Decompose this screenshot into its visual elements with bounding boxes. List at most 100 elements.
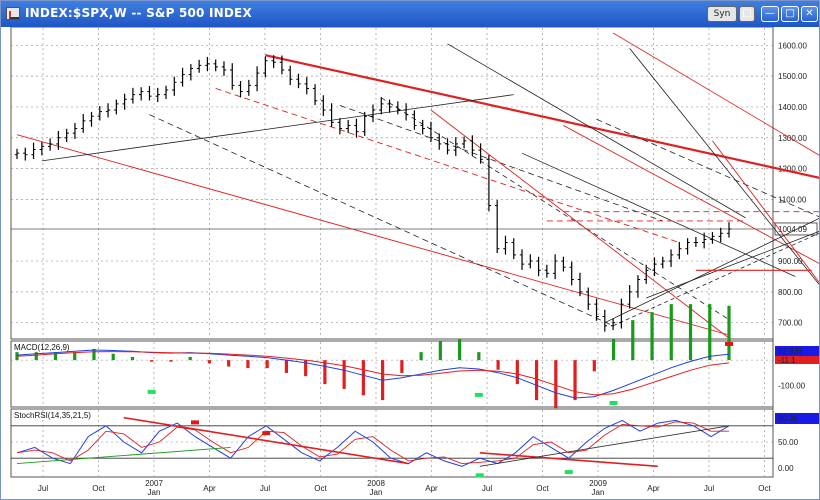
stochrsi-buy-marker bbox=[564, 470, 573, 475]
macd-histogram-bar bbox=[592, 360, 596, 372]
x-tick-label: Jan bbox=[370, 488, 383, 497]
macd-histogram-bar bbox=[304, 360, 308, 377]
macd-histogram-bar bbox=[419, 352, 423, 361]
macd-histogram-bar bbox=[227, 360, 231, 367]
x-tick-label: Jul bbox=[482, 484, 492, 493]
y-tick-label: 900.00 bbox=[778, 257, 803, 266]
macd-histogram-bar bbox=[534, 360, 539, 401]
macd-buy-marker bbox=[609, 400, 618, 405]
x-tick-label: Jul bbox=[38, 484, 48, 493]
stochrsi-trendline bbox=[16, 446, 231, 465]
price-panel[interactable] bbox=[10, 27, 774, 340]
macd-histogram-bar bbox=[130, 356, 135, 361]
macd-signal-line bbox=[16, 351, 730, 396]
x-tick-label: Jul bbox=[260, 484, 270, 493]
macd-histogram-bar bbox=[188, 356, 192, 361]
macd-histogram-bar bbox=[727, 305, 731, 361]
x-tick-label: Apr bbox=[203, 484, 216, 493]
macd-histogram-bar bbox=[573, 360, 577, 401]
x-tick-label: Jul bbox=[704, 484, 714, 493]
trendline bbox=[712, 140, 819, 283]
x-tick-label: Apr bbox=[647, 484, 660, 493]
macd-histogram-bar bbox=[53, 352, 58, 361]
macd-histogram-bar bbox=[477, 352, 481, 361]
macd-histogram-bar bbox=[611, 339, 616, 361]
y-tick-label: 1500.00 bbox=[778, 72, 807, 81]
stochrsi-trendline bbox=[479, 425, 730, 467]
y-tick-label: 800.00 bbox=[778, 288, 803, 297]
trendline bbox=[646, 230, 819, 299]
macd-histogram-bar bbox=[169, 360, 173, 362]
macd-histogram-bar bbox=[323, 360, 327, 385]
x-tick-label: Oct bbox=[758, 484, 771, 493]
stochrsi-trendline bbox=[123, 416, 409, 465]
macd-histogram-bar bbox=[650, 312, 654, 361]
stochrsi-title: StochRSI(14,35,21,5) bbox=[14, 411, 91, 420]
sync-button[interactable]: Syn bbox=[707, 6, 737, 22]
trendline bbox=[16, 134, 730, 336]
trendline bbox=[596, 118, 819, 218]
trendline bbox=[629, 48, 819, 285]
chart-app-icon[interactable] bbox=[6, 7, 20, 20]
title-bar[interactable]: INDEX:$SPX,W -- S&P 500 INDEX Syn □ — □ … bbox=[1, 1, 819, 27]
stochrsi-sell-marker bbox=[262, 431, 271, 436]
x-tick-label: Oct bbox=[314, 484, 327, 493]
stochrsi-value-box bbox=[775, 413, 819, 424]
macd-histogram-bar bbox=[246, 360, 250, 369]
stochrsi-signal-line bbox=[16, 421, 729, 465]
stochrsi-buy-marker bbox=[475, 473, 484, 478]
y-tick-label: 700.00 bbox=[778, 319, 803, 328]
macd-histogram-bar bbox=[150, 360, 154, 362]
macd-histogram-bar bbox=[73, 352, 77, 361]
x-tick-label: Jan bbox=[148, 488, 161, 497]
window-title: INDEX:$SPX,W -- S&P 500 INDEX bbox=[25, 6, 252, 20]
macd-histogram-bar bbox=[496, 360, 500, 370]
stochrsi-y-tick: 0.00 bbox=[778, 464, 794, 473]
macd-buy-marker bbox=[147, 389, 156, 394]
macd-histogram-bar bbox=[457, 339, 462, 361]
y-tick-label: 1100.00 bbox=[778, 195, 807, 204]
macd-histogram-bar bbox=[265, 360, 269, 369]
x-tick-label: 2009 bbox=[589, 479, 607, 488]
last-price-label: 1004.09 bbox=[778, 225, 807, 234]
macd-histogram-bar bbox=[207, 360, 212, 364]
macd-signal-box bbox=[775, 356, 819, 364]
lock-icon[interactable]: □ bbox=[739, 6, 755, 22]
macd-histogram-bar bbox=[554, 360, 558, 409]
macd-title: MACD(12,26,9) bbox=[14, 343, 70, 352]
x-tick-label: Jan bbox=[592, 488, 605, 497]
macd-histogram-bar bbox=[631, 320, 635, 361]
trendline bbox=[563, 125, 819, 264]
trendline bbox=[612, 232, 819, 327]
stochrsi-sell-marker bbox=[191, 420, 199, 425]
y-tick-label: 1300.00 bbox=[778, 134, 807, 143]
x-tick-label: 2007 bbox=[145, 479, 163, 488]
stochrsi-line bbox=[16, 419, 730, 467]
macd-histogram-bar bbox=[34, 352, 38, 361]
x-tick-label: 2008 bbox=[367, 479, 385, 488]
macd-histogram-bar bbox=[515, 360, 519, 385]
macd-histogram-bar bbox=[111, 353, 115, 361]
minimize-icon[interactable]: — bbox=[761, 6, 779, 22]
macd-sell-marker bbox=[725, 342, 733, 346]
y-tick-label: 1400.00 bbox=[778, 103, 807, 112]
close-icon[interactable]: ✕ bbox=[801, 6, 818, 22]
macd-histogram-bar bbox=[361, 360, 365, 396]
y-tick-label: 1200.00 bbox=[778, 165, 807, 174]
stochrsi-y-tick: 50.00 bbox=[778, 438, 799, 447]
x-tick-label: Oct bbox=[536, 484, 549, 493]
macd-histogram-bar bbox=[400, 360, 404, 373]
trendline bbox=[149, 114, 614, 327]
macd-histogram-bar bbox=[708, 304, 712, 361]
stochrsi-value: 80.46 bbox=[778, 414, 799, 423]
macd-histogram-bar bbox=[669, 304, 673, 361]
trendline bbox=[41, 94, 514, 162]
x-tick-label: Apr bbox=[425, 484, 438, 493]
trendline bbox=[521, 152, 796, 277]
trendline bbox=[612, 32, 819, 156]
trendline bbox=[447, 43, 746, 219]
macd-histogram-bar bbox=[92, 348, 96, 361]
maximize-icon[interactable]: □ bbox=[781, 6, 799, 22]
